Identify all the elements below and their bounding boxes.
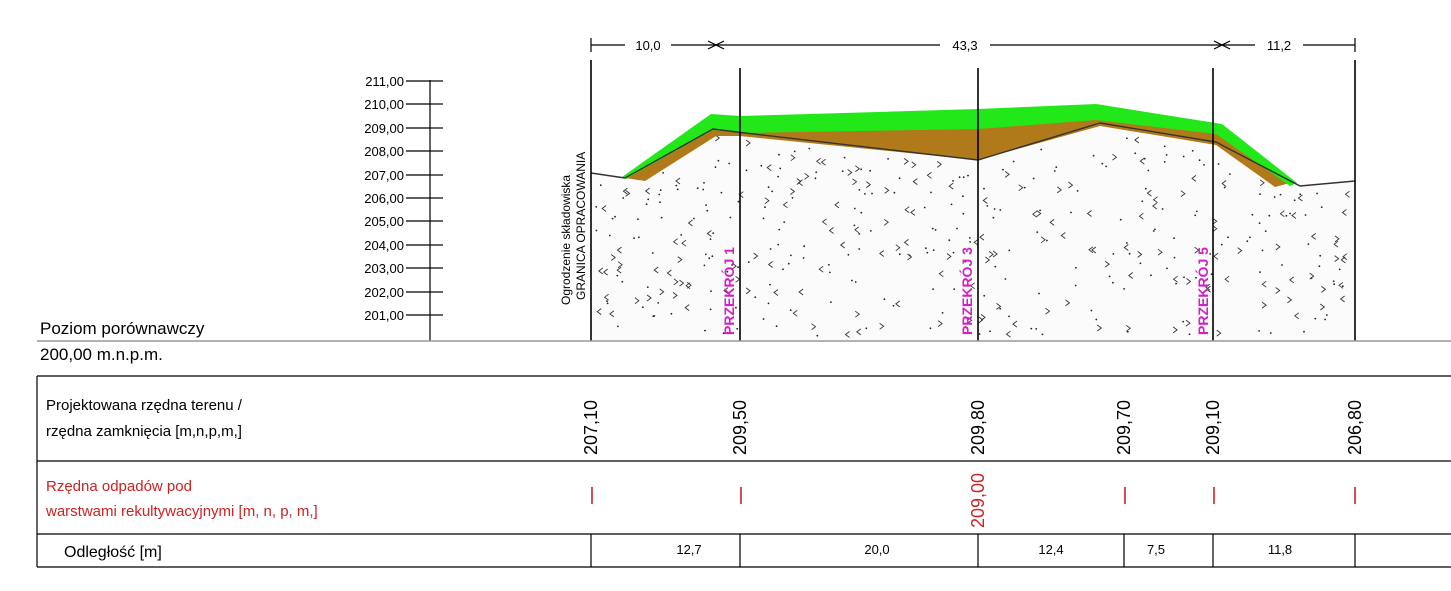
grass-layer <box>622 104 1297 186</box>
elevation-value: 209,80 <box>968 400 988 455</box>
scale-tick-label: 203,00 <box>364 261 404 276</box>
row2-label-line2: warstwami rekultywacyjnymi [m, n, p, m,] <box>45 503 318 520</box>
scale-tick-label: 207,00 <box>364 168 404 183</box>
scale-tick-label: 202,00 <box>364 285 404 300</box>
elevation-value: 209,70 <box>1114 400 1134 455</box>
row2-label-line1: Rzędna odpadów pod <box>46 478 192 495</box>
elevation-scale <box>406 80 443 341</box>
distance-value: 20,0 <box>864 542 889 557</box>
distance-value: 12,4 <box>1038 542 1063 557</box>
top-dimension-1: 10,0 <box>635 38 660 53</box>
elevation-value: 206,80 <box>1345 400 1365 455</box>
data-table <box>36 375 1451 568</box>
scale-tick-label: 210,00 <box>364 97 404 112</box>
waste-elevation-value: 209,00 <box>968 473 988 528</box>
reference-level-label: Poziom porównawczy <box>40 319 205 338</box>
section-lines <box>590 60 1356 341</box>
row1-label-line2: rzędna zamknięcia [m,n,p,m,] <box>46 423 242 440</box>
reference-level-value: 200,00 m.n.p.m. <box>40 345 163 364</box>
distance-value: 7,5 <box>1147 542 1165 557</box>
fence-label: Ogrodzenie składowiska <box>559 175 573 305</box>
section-marker-5: PRZEKRÓJ 5 <box>1194 247 1211 335</box>
section-marker-3: PRZEKRÓJ 3 <box>958 247 975 335</box>
waste-body <box>591 123 1355 341</box>
scale-tick-label: 206,00 <box>364 191 404 206</box>
scale-tick-label: 208,00 <box>364 144 404 159</box>
elevation-value: 209,50 <box>730 400 750 455</box>
top-dimension-3: 11,2 <box>1267 38 1291 53</box>
scale-tick-label: 209,00 <box>364 121 404 136</box>
elevation-value: 209,10 <box>1203 400 1223 455</box>
row1-label-line1: Projektowana rzędna terenu / <box>46 397 243 414</box>
row3-label: Odległość [m] <box>64 544 162 561</box>
waste-texture <box>595 134 1350 338</box>
boundary-label: GRANICA OPRACOWANIA <box>574 152 588 300</box>
section-marker-1: PRZEKRÓJ 1 <box>720 247 737 335</box>
waste-elevation-markers <box>591 487 1356 504</box>
scale-tick-label: 201,00 <box>364 308 404 323</box>
top-dimension-2: 43,3 <box>952 38 977 53</box>
distance-value: 11,8 <box>1268 542 1292 557</box>
soil-layer <box>625 117 1290 187</box>
scale-tick-label: 211,00 <box>365 74 404 89</box>
scale-tick-label: 204,00 <box>364 238 404 253</box>
scale-tick-label: 205,00 <box>364 214 404 229</box>
elevation-value: 207,10 <box>581 400 601 455</box>
distance-value: 12,7 <box>676 542 701 557</box>
